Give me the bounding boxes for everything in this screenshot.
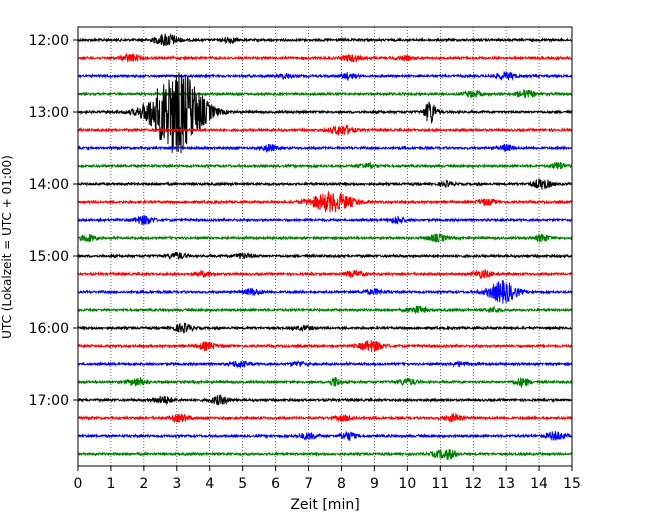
trace-row-1430 <box>77 215 573 225</box>
x-axis-label: Zeit [min] <box>290 497 359 513</box>
x-tick-label: 11 <box>431 476 449 492</box>
y-tick-label: 12:00 <box>29 33 69 49</box>
x-tick-label: 7 <box>304 476 313 492</box>
x-tick-label: 1 <box>106 476 115 492</box>
plot-frame <box>77 26 573 467</box>
trace-row-1345 <box>77 161 573 170</box>
y-tick-label: 14:00 <box>29 177 69 193</box>
trace-row-1330 <box>77 143 573 153</box>
y-axis-ticks: 12:00 13:00 14:00 15:00 16:00 17:00 <box>29 33 78 409</box>
x-tick-label: 8 <box>337 476 346 492</box>
x-tick-label: 2 <box>139 476 148 492</box>
x-tick-label: 6 <box>271 476 280 492</box>
trace-row-1415 <box>77 190 573 214</box>
x-tick-label: 0 <box>74 476 83 492</box>
trace-row-1530 <box>77 280 573 304</box>
x-tick-label: 9 <box>370 476 379 492</box>
x-tick-label: 3 <box>172 476 181 492</box>
plot-area <box>78 27 572 466</box>
y-tick-label: 16:00 <box>29 321 69 337</box>
trace-row-1500 <box>77 251 573 261</box>
y-tick-label: 17:00 <box>29 393 69 409</box>
trace-row-1315 <box>77 124 573 137</box>
x-tick-label: 13 <box>497 476 515 492</box>
y-axis-label: UTC (Lokalzeit = UTC + 01:00) <box>0 155 14 339</box>
x-tick-label: 15 <box>563 476 581 492</box>
trace-row-1715 <box>77 412 573 423</box>
trace-row-1700 <box>77 394 573 406</box>
trace-row-1400 <box>77 178 573 190</box>
trace-row-1545 <box>77 305 573 314</box>
trace-row-1215 <box>77 53 573 63</box>
y-tick-label: 13:00 <box>29 105 69 121</box>
trace-row-1515 <box>77 269 573 279</box>
x-tick-label: 4 <box>205 476 214 492</box>
trace-row-1245 <box>77 88 573 99</box>
trace-row-1445 <box>77 232 573 243</box>
seismic-traces <box>77 32 573 460</box>
trace-row-1300 <box>77 72 573 154</box>
trace-row-1600 <box>77 322 573 334</box>
y-tick-label: 15:00 <box>29 249 69 265</box>
trace-row-1745 <box>77 448 573 460</box>
x-tick-label: 14 <box>530 476 548 492</box>
grid-lines <box>110 27 540 466</box>
x-axis-ticks: 0 1 2 3 4 5 6 7 8 9 10 11 12 13 14 15 <box>74 466 581 492</box>
trace-row-1615 <box>77 340 573 353</box>
trace-row-1630 <box>77 359 573 370</box>
trace-row-1730 <box>77 430 573 441</box>
trace-row-1200 <box>77 32 573 47</box>
x-tick-label: 12 <box>464 476 482 492</box>
trace-row-1230 <box>77 71 573 82</box>
x-tick-label: 10 <box>398 476 416 492</box>
x-tick-label: 5 <box>238 476 247 492</box>
trace-row-1645 <box>77 376 573 389</box>
